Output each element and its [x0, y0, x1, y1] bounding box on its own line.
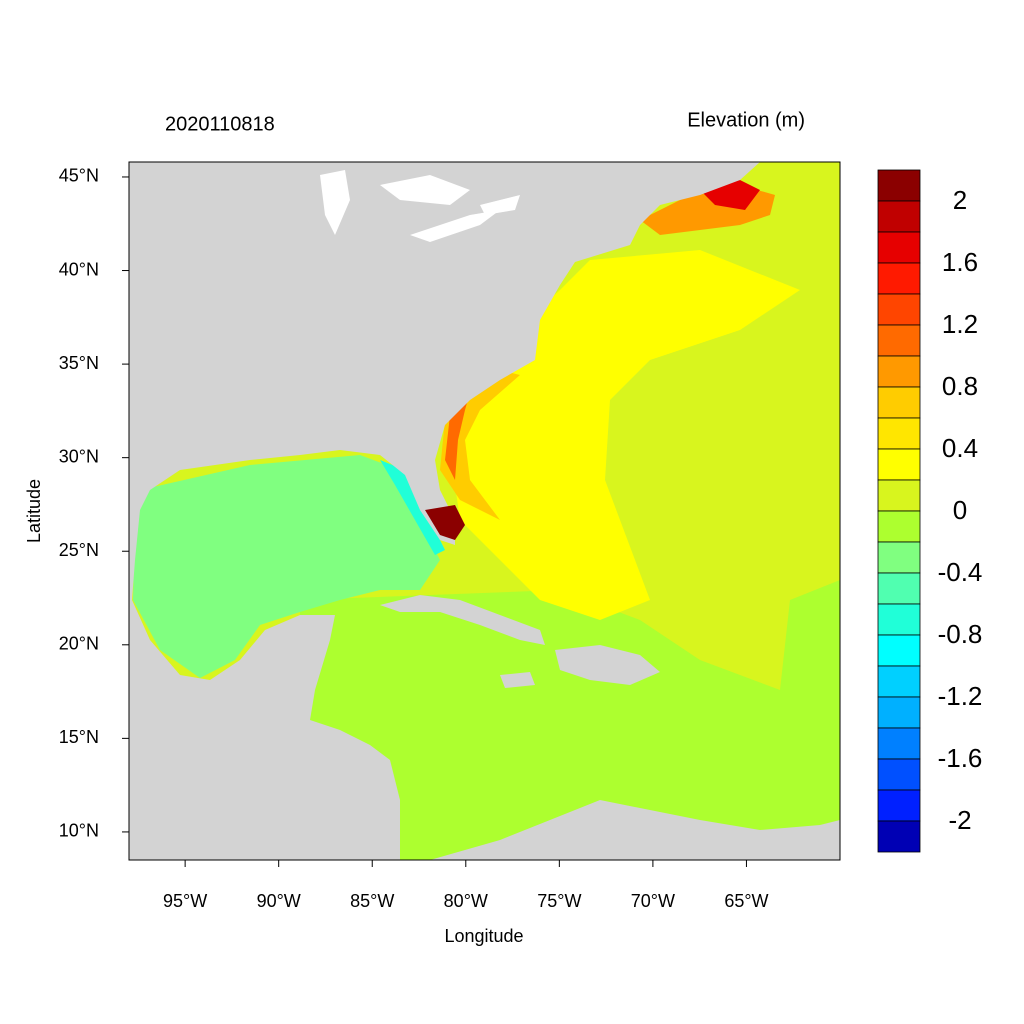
colorbar-tick-label: -0.8	[938, 619, 983, 649]
y-tick-label: 20°N	[59, 634, 99, 654]
colorbar-box	[877, 386, 921, 419]
colorbar-tick-label: -1.6	[938, 743, 983, 773]
colorbar-box	[877, 448, 921, 481]
x-tick-label: 80°W	[444, 891, 488, 911]
colorbar-box	[877, 479, 921, 512]
x-tick-label: 90°W	[257, 891, 301, 911]
colorbar-box	[877, 727, 921, 760]
map	[129, 162, 840, 860]
colorbar-box	[877, 293, 921, 326]
y-tick-label: 25°N	[59, 540, 99, 560]
yellow-region	[450, 250, 800, 620]
colorbar-box	[877, 603, 921, 636]
colorbar-tick-label: -0.4	[938, 557, 983, 587]
colorbar-box	[877, 572, 921, 605]
colorbar-box	[877, 169, 921, 202]
colorbar-tick-label: -1.2	[938, 681, 983, 711]
x-axis-label: Longitude	[444, 926, 523, 946]
florida-tip	[425, 505, 465, 540]
colorbar-box	[877, 417, 921, 450]
colorbar-box	[877, 262, 921, 295]
colorbar-box	[877, 324, 921, 357]
y-tick-label: 45°N	[59, 166, 99, 186]
colorbar-box	[877, 820, 921, 853]
colorbar-box	[877, 355, 921, 388]
colorbar-box	[877, 510, 921, 543]
x-tick-label: 75°W	[537, 891, 581, 911]
colorbar-tick-label: 0.8	[942, 371, 978, 401]
west-florida-shelf	[380, 460, 445, 555]
colorbar-box	[877, 634, 921, 667]
map-subtitle: Elevation (m)	[687, 109, 805, 131]
x-tick-label: 95°W	[163, 891, 207, 911]
colorbar-tick-label: -2	[948, 805, 971, 835]
gulf	[133, 455, 440, 678]
lake-ontario	[480, 195, 520, 215]
colorbar-tick-label: 0.4	[942, 433, 978, 463]
y-tick-label: 10°N	[59, 821, 99, 841]
colorbar-box	[877, 541, 921, 574]
colorbar-tick-label: 2	[953, 185, 967, 215]
y-tick-label: 40°N	[59, 259, 99, 279]
y-tick-label: 35°N	[59, 353, 99, 373]
colorbar-tick-label: 1.2	[942, 309, 978, 339]
colorbar-box	[877, 758, 921, 791]
x-tick-label: 85°W	[350, 891, 394, 911]
lake-michigan	[320, 170, 350, 235]
lake-huron	[380, 175, 470, 205]
y-tick-label: 30°N	[59, 446, 99, 466]
lake-erie	[410, 210, 500, 242]
colorbar-box	[877, 665, 921, 698]
map-title: 2020110818	[165, 113, 275, 135]
cuba	[380, 595, 545, 645]
jamaica	[500, 672, 535, 688]
colorbar-box	[877, 789, 921, 822]
hispaniola	[555, 645, 660, 685]
x-tick-label: 65°W	[724, 891, 768, 911]
colorbar-box	[877, 231, 921, 264]
colorbar-box	[877, 696, 921, 729]
y-tick-label: 15°N	[59, 727, 99, 747]
colorbar-box	[877, 200, 921, 233]
caribbean	[300, 580, 840, 860]
colorbar-tick-label: 0	[953, 495, 967, 525]
south-america	[430, 800, 840, 860]
y-axis-label: Latitude	[24, 479, 44, 543]
x-tick-label: 70°W	[631, 891, 675, 911]
plot-frame	[128, 161, 841, 861]
colorbar-tick-label: 1.6	[942, 247, 978, 277]
